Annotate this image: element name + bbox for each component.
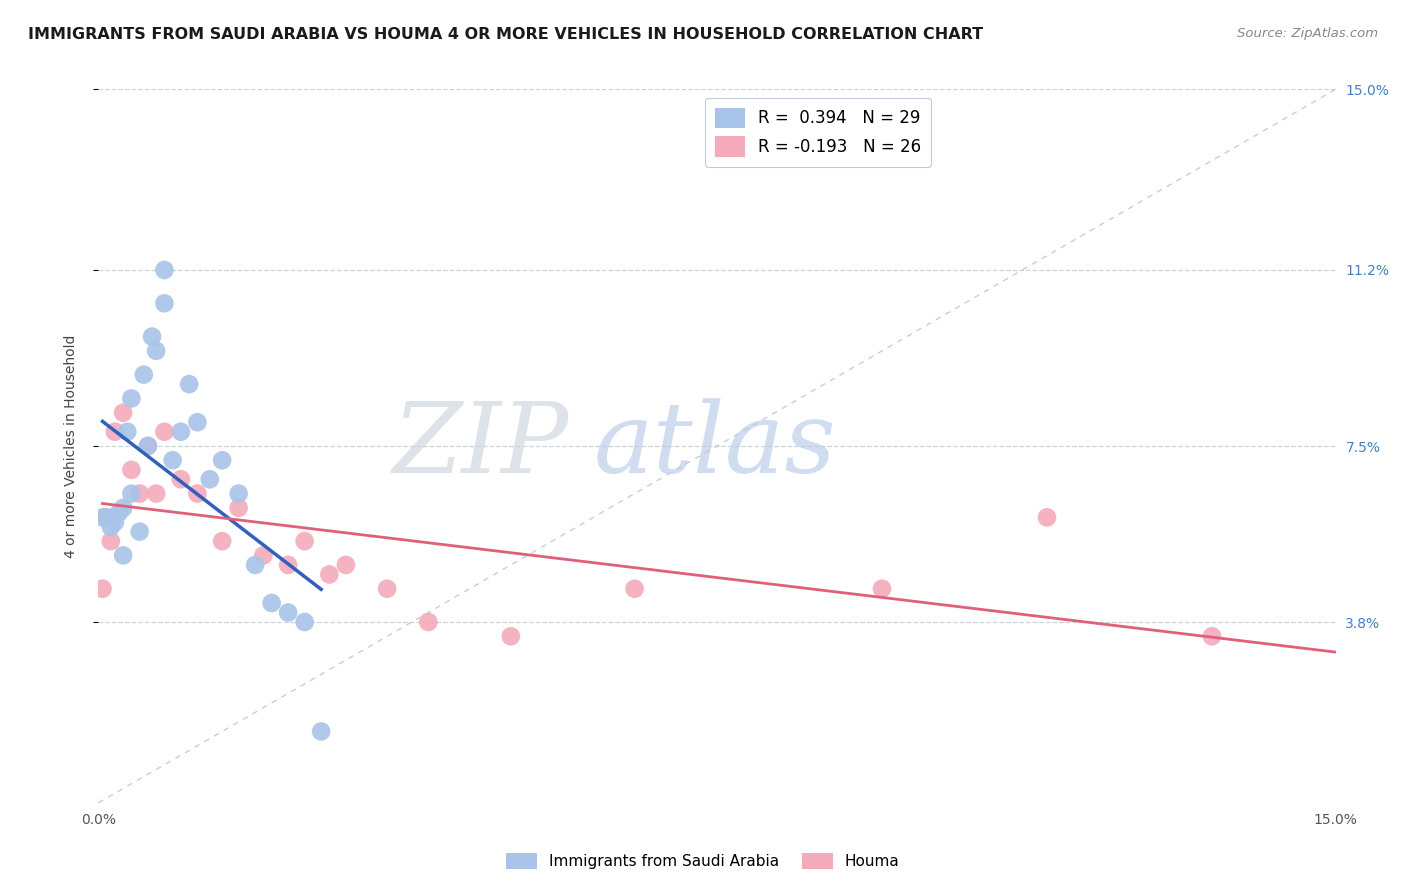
Point <box>228 500 250 515</box>
Point <box>108 506 131 520</box>
Legend: R =  0.394   N = 29, R = -0.193   N = 26: R = 0.394 N = 29, R = -0.193 N = 26 <box>704 97 931 167</box>
Point <box>100 520 122 534</box>
Point <box>153 296 176 310</box>
Text: Source: ZipAtlas.com: Source: ZipAtlas.com <box>1237 27 1378 40</box>
Point <box>120 463 142 477</box>
Point <box>186 415 208 429</box>
Point <box>198 472 221 486</box>
Text: atlas: atlas <box>593 399 837 493</box>
Point <box>112 549 135 563</box>
Point <box>1036 510 1059 524</box>
Point <box>277 558 299 572</box>
Point <box>170 425 193 439</box>
Point <box>104 515 127 529</box>
Point <box>228 486 250 500</box>
Point <box>145 486 167 500</box>
Point <box>418 615 440 629</box>
Point <box>170 472 193 486</box>
Point <box>112 406 135 420</box>
Point <box>120 486 142 500</box>
Legend: Immigrants from Saudi Arabia, Houma: Immigrants from Saudi Arabia, Houma <box>501 847 905 875</box>
Text: ZIP: ZIP <box>392 399 568 493</box>
Point <box>277 606 299 620</box>
Point <box>260 596 283 610</box>
Point <box>335 558 357 572</box>
Point <box>153 263 176 277</box>
Point <box>136 439 159 453</box>
Point <box>100 534 122 549</box>
Point <box>375 582 398 596</box>
Point <box>112 500 135 515</box>
Point <box>211 453 233 467</box>
Point <box>117 425 139 439</box>
Point <box>318 567 340 582</box>
Y-axis label: 4 or more Vehicles in Household: 4 or more Vehicles in Household <box>63 334 77 558</box>
Point <box>623 582 645 596</box>
Point <box>136 439 159 453</box>
Point <box>96 510 118 524</box>
Point <box>145 343 167 358</box>
Point <box>499 629 522 643</box>
Point <box>91 510 114 524</box>
Point <box>162 453 184 467</box>
Point <box>870 582 893 596</box>
Point <box>132 368 155 382</box>
Point <box>179 377 201 392</box>
Point <box>243 558 266 572</box>
Point <box>128 486 150 500</box>
Point <box>1201 629 1223 643</box>
Point <box>294 534 316 549</box>
Point <box>153 425 176 439</box>
Point <box>309 724 332 739</box>
Point <box>211 534 233 549</box>
Point <box>128 524 150 539</box>
Point <box>91 582 114 596</box>
Point <box>141 329 163 343</box>
Point <box>96 510 118 524</box>
Point <box>294 615 316 629</box>
Point <box>104 425 127 439</box>
Text: IMMIGRANTS FROM SAUDI ARABIA VS HOUMA 4 OR MORE VEHICLES IN HOUSEHOLD CORRELATIO: IMMIGRANTS FROM SAUDI ARABIA VS HOUMA 4 … <box>28 27 983 42</box>
Point <box>186 486 208 500</box>
Point <box>120 392 142 406</box>
Point <box>252 549 274 563</box>
